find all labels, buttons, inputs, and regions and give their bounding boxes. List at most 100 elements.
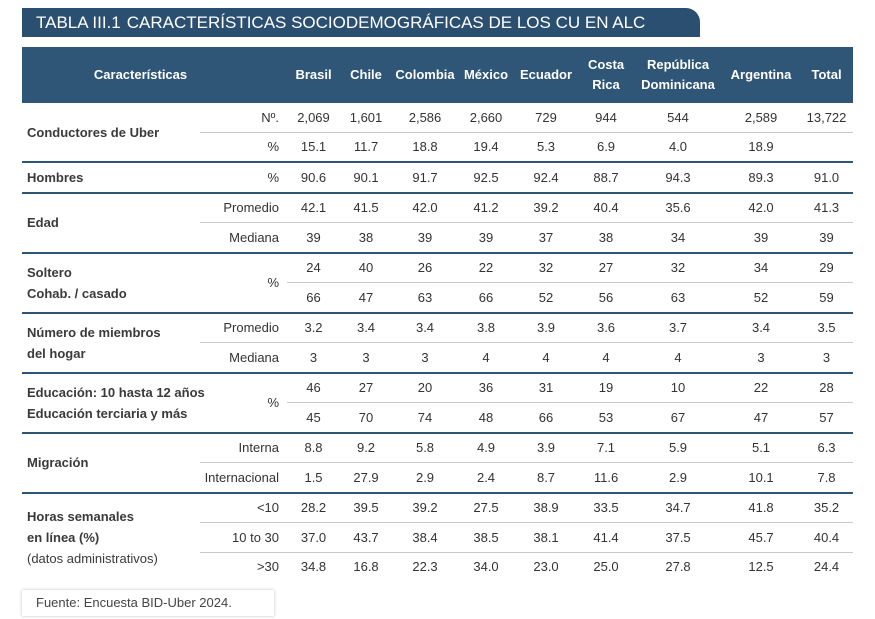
value-cell: 3.4: [722, 311, 801, 343]
table-row: 45 70 74 48 66 53 67 47 57: [22, 402, 854, 433]
unit-label: %: [200, 251, 288, 313]
value-cell: 18.9: [722, 131, 801, 162]
value-cell: 16.8: [340, 551, 393, 581]
value-cell: 3: [722, 342, 801, 373]
value-cell: 33.5: [578, 491, 635, 523]
value-cell: 34: [722, 251, 801, 283]
value-cell: 74: [392, 402, 459, 433]
value-cell: 9.2: [340, 431, 393, 463]
unit-label: Promedio: [200, 191, 288, 223]
value-cell: 66: [514, 402, 579, 433]
value-cell: 63: [634, 282, 723, 313]
value-cell: 39.2: [514, 191, 579, 223]
value-cell: 42.1: [287, 191, 341, 223]
value-cell: 34.7: [634, 491, 723, 523]
value-cell: 22.3: [392, 551, 459, 581]
value-cell: 34: [634, 222, 723, 253]
value-cell: 40: [340, 251, 393, 283]
value-cell: 10: [634, 371, 723, 403]
value-cell: 90.6: [287, 161, 341, 193]
column-header: Colombia: [392, 47, 459, 103]
unit-label: %: [200, 131, 288, 162]
value-cell: 29: [800, 251, 854, 283]
unit-label: Internacional: [200, 462, 288, 493]
column-header: Argentina: [722, 47, 801, 103]
column-header: México: [458, 47, 515, 103]
value-cell: 32: [514, 251, 579, 283]
value-cell: 70: [340, 402, 393, 433]
value-cell: 2.4: [458, 462, 515, 493]
value-cell: 3.9: [514, 311, 579, 343]
value-cell: 88.7: [578, 161, 635, 193]
value-cell: 90.1: [340, 161, 393, 193]
value-cell: 66: [458, 282, 515, 313]
value-cell: 38: [340, 222, 393, 253]
value-cell: 45.7: [722, 522, 801, 552]
value-cell: 39.5: [340, 491, 393, 523]
header-row: Características Brasil Chile Colombia México…: [22, 47, 854, 103]
value-cell: 39: [800, 222, 854, 253]
value-cell: 2.9: [634, 462, 723, 493]
value-cell: 944: [595, 109, 617, 125]
value-cell: 63: [392, 282, 459, 313]
value-cell: 91.0: [800, 161, 854, 193]
column-header: Costa Rica: [578, 47, 635, 103]
value-cell: 2,069: [297, 109, 330, 125]
row-label: Migración: [22, 431, 200, 493]
value-cell: 19: [578, 371, 635, 403]
row-label-line: Migración: [27, 455, 89, 470]
row-label: Edad: [22, 191, 200, 253]
value-cell: 3.8: [458, 311, 515, 343]
value-cell: 4.9: [458, 431, 515, 463]
value-cell: 1.5: [287, 462, 341, 493]
data-table: Características Brasil Chile Colombia México…: [22, 47, 854, 581]
unit-label: %: [200, 371, 288, 433]
value-cell: 2,660: [469, 109, 503, 125]
value-cell: 43.7: [340, 522, 393, 552]
value-cell: 46: [287, 371, 341, 403]
table-row: Número de miembros del hogar Promedio 3.2 3.…: [22, 311, 854, 373]
value-cell: 2.9: [392, 462, 459, 493]
column-header: Características: [22, 47, 288, 103]
value-cell: 39: [458, 222, 515, 253]
value-cell: 19.4: [458, 131, 515, 162]
value-cell: 22: [722, 371, 801, 403]
row-label-line: Número de miembros: [27, 324, 161, 340]
row-label-line: Educación: 10 hasta 12 años: [27, 384, 205, 400]
value-cell: 34.0: [458, 551, 515, 581]
value-cell: 6.9: [578, 131, 635, 162]
value-cell: 56: [578, 282, 635, 313]
value-cell: 27: [340, 371, 393, 403]
value-cell: 4: [514, 342, 579, 373]
row-label: Número de miembros del hogar: [22, 311, 200, 373]
table-row: Migración Interna 8.8 9.2 5.8 4.9 3.9 7.1 5.9 5.1…: [22, 431, 854, 493]
value-cell: 92.5: [458, 161, 515, 193]
value-cell: 35.2: [800, 491, 854, 523]
value-cell: 35.6: [634, 191, 723, 223]
unit-label: 10 to 30: [200, 522, 288, 552]
table-row: Mediana 3 3 3 4 4 4 4 3 3: [22, 342, 854, 373]
unit-label: Mediana: [200, 342, 288, 373]
value-cell: 3.4: [392, 311, 459, 343]
unit-label: <10: [200, 491, 288, 523]
value-cell: 3.5: [800, 311, 854, 343]
value-cell: 42.0: [722, 191, 801, 223]
value-cell: 5.3: [514, 131, 579, 162]
value-cell: 10.1: [722, 462, 801, 493]
unit-label: Nº.: [261, 109, 280, 125]
value-cell: 57: [800, 402, 854, 433]
row-label-line: Edad: [27, 215, 59, 230]
value-cell: 2,586: [408, 109, 442, 125]
value-cell: 40.4: [800, 522, 854, 552]
value-cell: 47: [340, 282, 393, 313]
value-cell: 3.7: [634, 311, 723, 343]
value-cell: 41.8: [722, 491, 801, 523]
unit-label: >30: [200, 551, 288, 581]
value-cell: 4: [578, 342, 635, 373]
row-label: Educación: 10 hasta 12 años Educación ter…: [22, 371, 205, 433]
value-cell: 7.1: [578, 431, 635, 463]
row-label: Conductores de Uber: [22, 103, 200, 162]
value-cell: 38.5: [458, 522, 515, 552]
table-row: % 15.1 11.7 18.8 19.4 5.3 6.9 4.0 18.9: [22, 131, 854, 162]
